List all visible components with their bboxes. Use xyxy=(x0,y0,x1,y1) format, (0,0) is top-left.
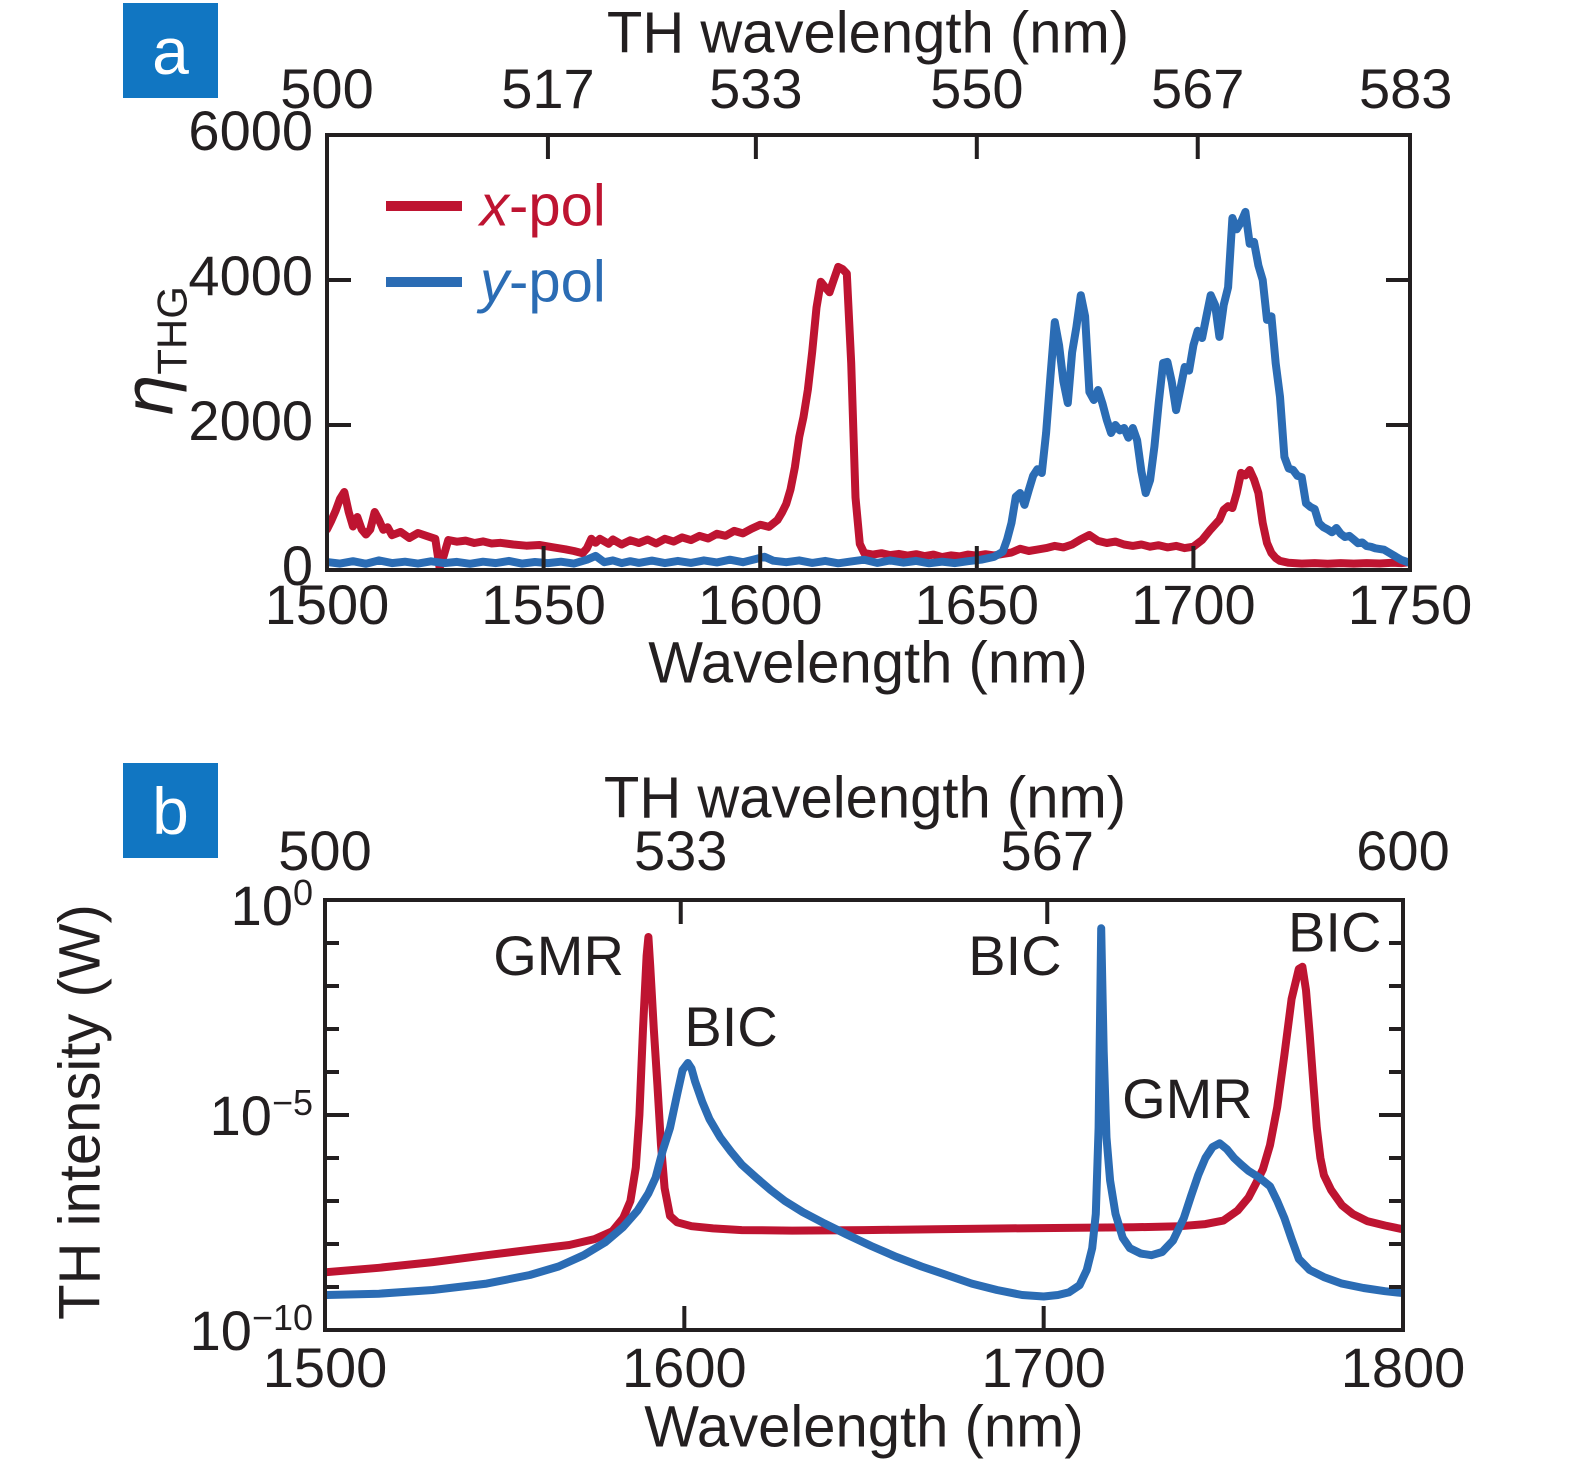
panel-a-tick-label: 1650 xyxy=(915,573,1040,636)
legend-x-suffix: -pol xyxy=(509,173,606,239)
panel-a-tick-label: 4000 xyxy=(188,244,313,307)
legend-label-y-pol: y-pol xyxy=(480,249,606,316)
panel-a-tick-label: 517 xyxy=(501,57,594,120)
annotation-gmr-0: GMR xyxy=(493,924,624,987)
annotation-gmr-3: GMR xyxy=(1122,1067,1253,1130)
panel-b-tick-label: 1600 xyxy=(622,1336,747,1399)
panel-b-tick-label: 533 xyxy=(634,819,727,882)
panel-b-badge: b xyxy=(123,763,218,858)
panel-b-ytick-1e0: 100 xyxy=(230,872,313,937)
panel-a-tick-label: 0 xyxy=(282,534,313,597)
panel-a-x-axis-title: Wavelength (nm) xyxy=(648,630,1088,696)
panel-a-curves xyxy=(329,207,1408,568)
panel-a-tick-label: 1600 xyxy=(698,573,823,636)
panel-a-tick-label: 583 xyxy=(1359,57,1452,120)
panel-b-curves xyxy=(327,924,1401,1301)
panel-a-tick-label: 500 xyxy=(280,57,373,120)
panel-b-frame xyxy=(323,898,1405,1332)
panel-a-badge: a xyxy=(123,3,218,98)
legend-x-var: x xyxy=(480,173,509,239)
panel-a-y-axis-title: ηTHG xyxy=(110,286,196,418)
panel-a-top-axis-title: TH wavelength (nm) xyxy=(606,0,1130,66)
panel-b-x-axis-title: Wavelength (nm) xyxy=(644,1394,1084,1460)
panel-a-tick-label: 1750 xyxy=(1348,573,1473,636)
eta-subscript: THG xyxy=(148,286,196,375)
panel-a-tick-label: 1550 xyxy=(481,573,606,636)
legend-label-x-pol: x-pol xyxy=(480,173,606,240)
panel-b-ytick-1e-5: 10−5 xyxy=(209,1082,313,1147)
annotation-bic-4: BIC xyxy=(1288,901,1381,964)
panel-a-frame xyxy=(325,133,1412,572)
panel-a-tick-label: 550 xyxy=(930,57,1023,120)
panel-b-tick-label: 567 xyxy=(1001,819,1094,882)
panel-b-tick-label: 600 xyxy=(1356,819,1449,882)
panel-a-series-x-pol xyxy=(329,262,1408,568)
panel-a-series-y-pol xyxy=(329,207,1408,568)
panel-b-top-axis-title: TH wavelength (nm) xyxy=(603,765,1127,831)
legend-y-suffix: -pol xyxy=(509,249,606,315)
panel-a-tick-label: 567 xyxy=(1151,57,1244,120)
legend-y-var: y xyxy=(480,249,509,315)
panel-b-tick-label: 1800 xyxy=(1341,1336,1466,1399)
panel-b-tick-label: 1700 xyxy=(981,1336,1106,1399)
panel-a-tick-label: 533 xyxy=(709,57,802,120)
panel-a-tick-label: 2000 xyxy=(188,389,313,452)
annotation-bic-1: BIC xyxy=(684,995,777,1058)
panel-a-tick-label: 1500 xyxy=(265,573,390,636)
panel-b-ytick-1e-10: 10−10 xyxy=(189,1297,313,1362)
eta-symbol: η xyxy=(110,374,190,418)
panel-b-series-x-pol xyxy=(327,933,1401,1277)
panel-b-series-y-pol xyxy=(327,924,1401,1301)
panel-b-tick-label: 500 xyxy=(278,819,371,882)
panel-b-tick-label: 1500 xyxy=(263,1336,388,1399)
annotation-bic-2: BIC xyxy=(968,924,1061,987)
panel-a-tick-label: 6000 xyxy=(188,99,313,162)
panel-a-tick-label: 1700 xyxy=(1131,573,1256,636)
